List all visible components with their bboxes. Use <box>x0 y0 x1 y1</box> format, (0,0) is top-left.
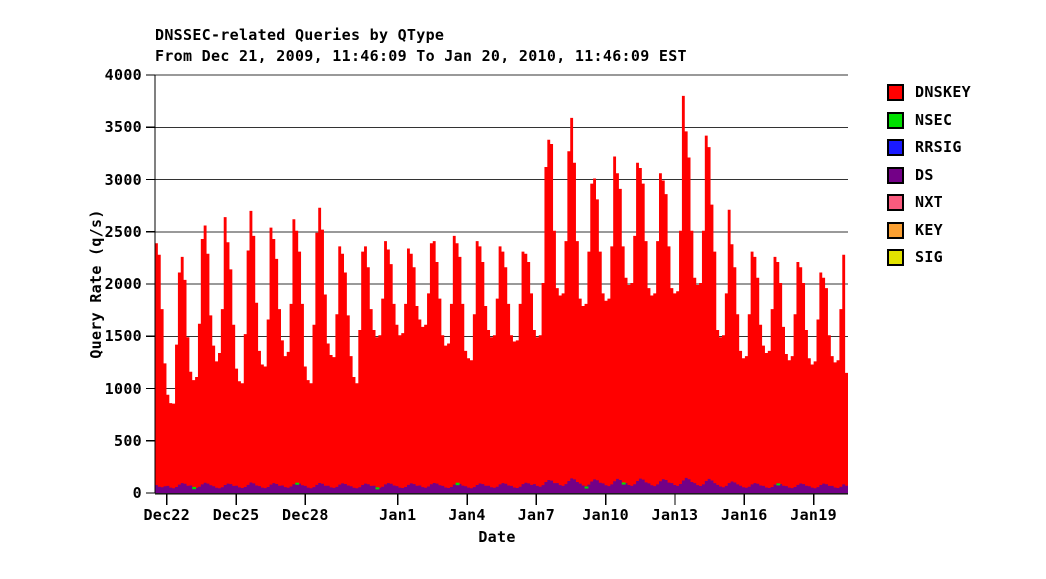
y-tick-label: 3000 <box>104 170 142 189</box>
x-tick-label: Jan13 <box>651 506 699 524</box>
y-tick-label: 1500 <box>104 327 142 346</box>
legend-swatch-icon <box>887 84 904 101</box>
legend-swatch-icon <box>887 249 904 266</box>
x-tick-label: Jan1 <box>379 506 417 524</box>
nsec-speck <box>295 482 300 485</box>
legend-label: DNSKEY <box>915 83 971 101</box>
x-tick-label: Dec25 <box>212 506 260 524</box>
nsec-speck <box>375 487 380 490</box>
y-tick-label: 0 <box>132 484 142 502</box>
x-tick-label: Dec28 <box>282 506 329 524</box>
ds-area <box>155 477 848 493</box>
y-tick-label: 2500 <box>104 222 142 241</box>
legend-swatch-icon <box>887 194 904 211</box>
legend-label: NSEC <box>915 110 953 129</box>
nsec-speck <box>584 486 589 489</box>
x-tick-label: Jan4 <box>448 506 486 524</box>
legend-swatch-icon <box>887 111 904 129</box>
x-tick-label: Jan7 <box>517 506 556 524</box>
x-axis-title: Date <box>478 528 516 546</box>
nsec-speck <box>455 482 460 486</box>
y-tick-label: 500 <box>114 431 142 450</box>
legend-label: NXT <box>915 193 943 211</box>
x-tick-label: Jan19 <box>790 506 837 524</box>
x-tick-label: Jan16 <box>720 506 768 524</box>
legend-label: RRSIG <box>915 138 962 156</box>
y-tick-label: 4000 <box>104 66 142 84</box>
y-tick-label: 3500 <box>104 118 142 137</box>
nsec-speck <box>776 483 781 486</box>
x-tick-label: Jan10 <box>582 506 629 524</box>
chart-title: DNSSEC-related Queries by QType <box>155 26 445 44</box>
legend-swatch-icon <box>887 166 904 184</box>
chart-subtitle: From Dec 21, 2009, 11:46:09 To Jan 20, 2… <box>155 47 687 65</box>
legend-label: DS <box>915 165 934 184</box>
legend-swatch-icon <box>887 139 904 156</box>
y-tick-label: 1000 <box>104 379 142 398</box>
legend-label: KEY <box>915 220 943 239</box>
legend-label: SIG <box>915 248 943 266</box>
dnskey-area <box>155 95 848 494</box>
nsec-speck <box>621 482 626 485</box>
y-tick-label: 2000 <box>104 275 142 293</box>
x-tick-label: Dec22 <box>143 506 191 524</box>
legend-swatch-icon <box>887 221 904 239</box>
nsec-speck <box>192 486 197 490</box>
